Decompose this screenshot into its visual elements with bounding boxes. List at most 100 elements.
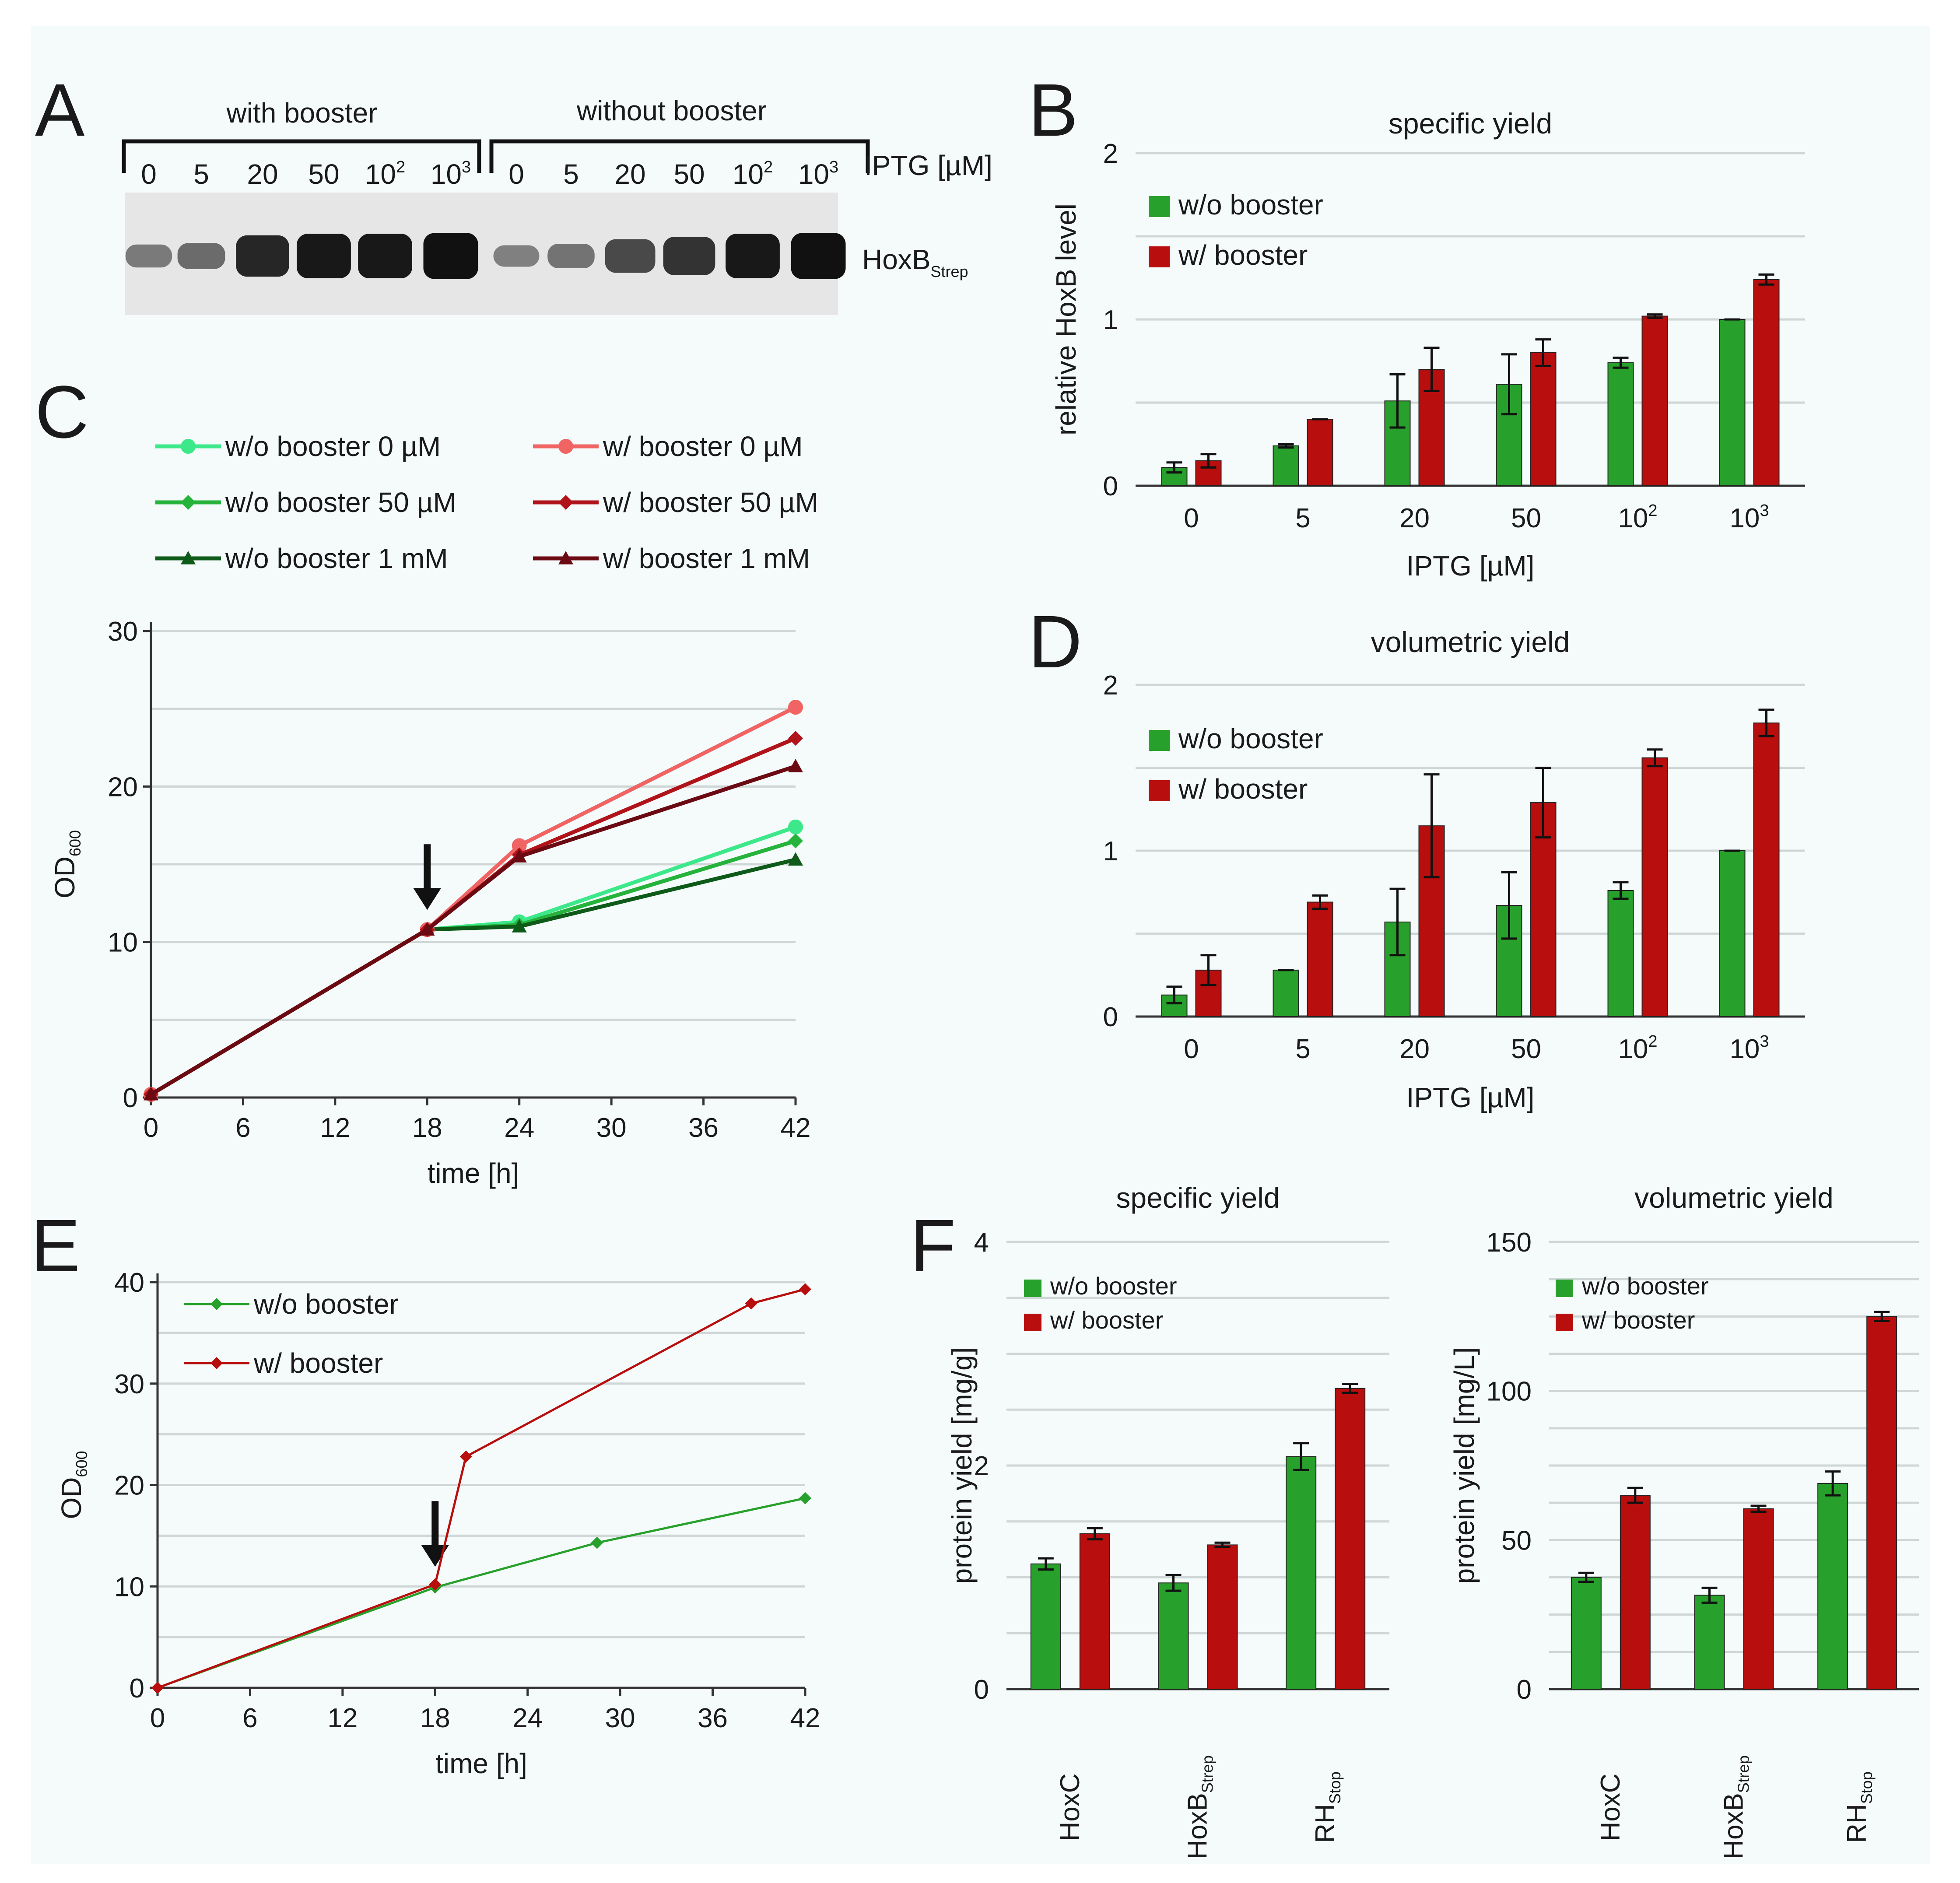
bar-w-booster-0 xyxy=(1620,1495,1651,1690)
x-axis-label: time [h] xyxy=(435,1748,527,1779)
bracket-without-booster xyxy=(489,139,870,173)
bar-w-booster-1 xyxy=(1743,1508,1774,1690)
legend-marker xyxy=(210,1298,223,1310)
x-tick-label: 18 xyxy=(412,1113,442,1143)
lane-label-without-3: 50 xyxy=(673,158,705,190)
x-tick-label: 0 xyxy=(144,1113,158,1143)
lane-label-with-4: 102 xyxy=(365,158,405,190)
x-tick-label: 36 xyxy=(688,1113,719,1143)
panel-label-d: D xyxy=(1028,600,1082,684)
induction-arrow-head xyxy=(413,888,442,910)
x-tick-label: 18 xyxy=(420,1703,450,1733)
legend-swatch xyxy=(1556,1280,1573,1297)
band-with-0 xyxy=(125,244,172,268)
lane-label-with-0: 0 xyxy=(141,158,157,190)
data-point-w-booster xyxy=(745,1297,757,1310)
legend-label: w/ booster 50 µM xyxy=(603,487,818,518)
lane-label-without-2: 20 xyxy=(614,158,645,190)
y-tick-label: 1 xyxy=(1103,305,1118,335)
x-tick-label: 24 xyxy=(512,1703,543,1733)
y-tick-label: 2 xyxy=(1103,139,1118,169)
legend-label: w/o booster 1 mM xyxy=(225,543,448,574)
data-point-w-o-booster xyxy=(591,1536,603,1549)
band-with-2 xyxy=(236,235,289,277)
y-tick-label: 0 xyxy=(974,1675,989,1705)
legend-label: w/o booster xyxy=(1581,1272,1709,1300)
bar-w-o-booster-0 xyxy=(1030,1563,1061,1690)
y-tick-label: 150 xyxy=(1487,1227,1532,1258)
western-blot-panel: with booster without booster IPTG [µM] 0… xyxy=(122,95,992,315)
legend-swatch xyxy=(1149,246,1170,267)
chart-specific-yield-proteins: specific yield 0 2 4 protein yield [mg/g] Hox… xyxy=(946,1182,1389,1859)
iptg-axis-label: IPTG [µM] xyxy=(864,150,992,181)
panel-label-e: E xyxy=(31,1204,80,1287)
x-category-label: HoxBStrep xyxy=(1183,1755,1217,1859)
x-axis-label: time [h] xyxy=(428,1157,519,1189)
x-category-label: 20 xyxy=(1399,1034,1430,1064)
chart-title: volumetric yield xyxy=(1634,1182,1834,1214)
y-tick-label: 2 xyxy=(974,1451,989,1481)
band-label: HoxBStrep xyxy=(862,244,968,281)
legend-label: w/o booster 0 µM xyxy=(225,431,441,462)
chart-title: specific yield xyxy=(1116,1182,1280,1214)
bracket-with-booster xyxy=(122,139,481,173)
x-tick-label: 12 xyxy=(327,1703,358,1733)
x-tick-label: 30 xyxy=(605,1703,635,1733)
x-category-label: RHStop xyxy=(1310,1771,1344,1843)
band-with-4 xyxy=(358,234,412,278)
lane-label-with-1: 5 xyxy=(193,158,209,190)
bar-w-booster-1 xyxy=(1307,419,1333,486)
band-without-2 xyxy=(605,239,656,273)
bar-w-o-booster-1 xyxy=(1273,445,1299,486)
legend-label: w/o booster xyxy=(253,1288,399,1320)
x-category-label: HoxC xyxy=(1055,1773,1085,1841)
legend-label: w/ booster xyxy=(253,1347,383,1379)
bar-w-o-booster-1 xyxy=(1694,1595,1725,1690)
x-tick-label: 24 xyxy=(504,1113,534,1143)
x-category-label: HoxBStrep xyxy=(1719,1755,1753,1859)
bar-w-booster-2 xyxy=(1866,1316,1897,1690)
y-tick-label: 20 xyxy=(108,772,138,802)
y-axis-label: protein yield [mg/L] xyxy=(1448,1347,1480,1584)
y-tick-label: 10 xyxy=(114,1572,144,1602)
x-tick-label: 12 xyxy=(320,1113,350,1143)
x-category-label: 50 xyxy=(1511,503,1541,533)
x-category-label: 0 xyxy=(1184,1034,1199,1064)
panel-label-a: A xyxy=(35,69,85,152)
lane-label-with-3: 50 xyxy=(308,158,339,190)
y-tick-label: 30 xyxy=(114,1369,144,1399)
bar-w-o-booster-4 xyxy=(1607,362,1634,486)
bar-w-o-booster-5 xyxy=(1719,850,1746,1017)
chart-specific-yield-iptg: specific yield 0 1 2 relative HoxB level 0 5 20… xyxy=(1050,107,1805,582)
data-point-w-booster-1-mm xyxy=(512,849,527,863)
bar-w-booster-2 xyxy=(1335,1388,1366,1690)
y-axis-label: OD600 xyxy=(49,830,84,898)
data-point-w-o-booster-1-mm xyxy=(788,852,803,866)
y-axis-label: protein yield [mg/g] xyxy=(946,1347,978,1584)
induction-arrow-head xyxy=(421,1545,449,1567)
band-without-4 xyxy=(726,234,780,278)
bar-w-o-booster-1 xyxy=(1158,1582,1189,1690)
y-tick-label: 40 xyxy=(114,1268,144,1298)
legend-marker xyxy=(558,495,573,510)
bar-w-booster-4 xyxy=(1641,316,1668,487)
data-point-w-booster-1-mm xyxy=(144,1087,158,1101)
legend-marker xyxy=(181,551,196,565)
lane-label-without-4: 102 xyxy=(733,158,773,190)
legend-marker xyxy=(181,439,196,454)
legend-label: w/o booster xyxy=(1178,189,1323,221)
legend-label: w/ booster 1 mM xyxy=(603,543,810,574)
x-tick-label: 0 xyxy=(150,1703,165,1733)
legend-label: w/o booster 50 µM xyxy=(225,487,456,518)
legend-swatch xyxy=(1149,780,1170,801)
x-category-label: 103 xyxy=(1729,501,1769,533)
chart-growth-booster: 0 10 20 30 40 0 6 12 18 24 30 36 42 time [h] OD600 w/o … xyxy=(56,1268,820,1779)
x-category-label: HoxC xyxy=(1595,1773,1626,1841)
series-line-w-booster-1-mm xyxy=(150,764,796,1096)
chart-growth-iptg: 0 10 20 30 0 6 12 18 24 30 36 42 time [h] OD600 xyxy=(49,617,810,1189)
legend-marker xyxy=(181,495,196,510)
band-without-0 xyxy=(493,245,540,267)
band-without-1 xyxy=(547,244,595,268)
